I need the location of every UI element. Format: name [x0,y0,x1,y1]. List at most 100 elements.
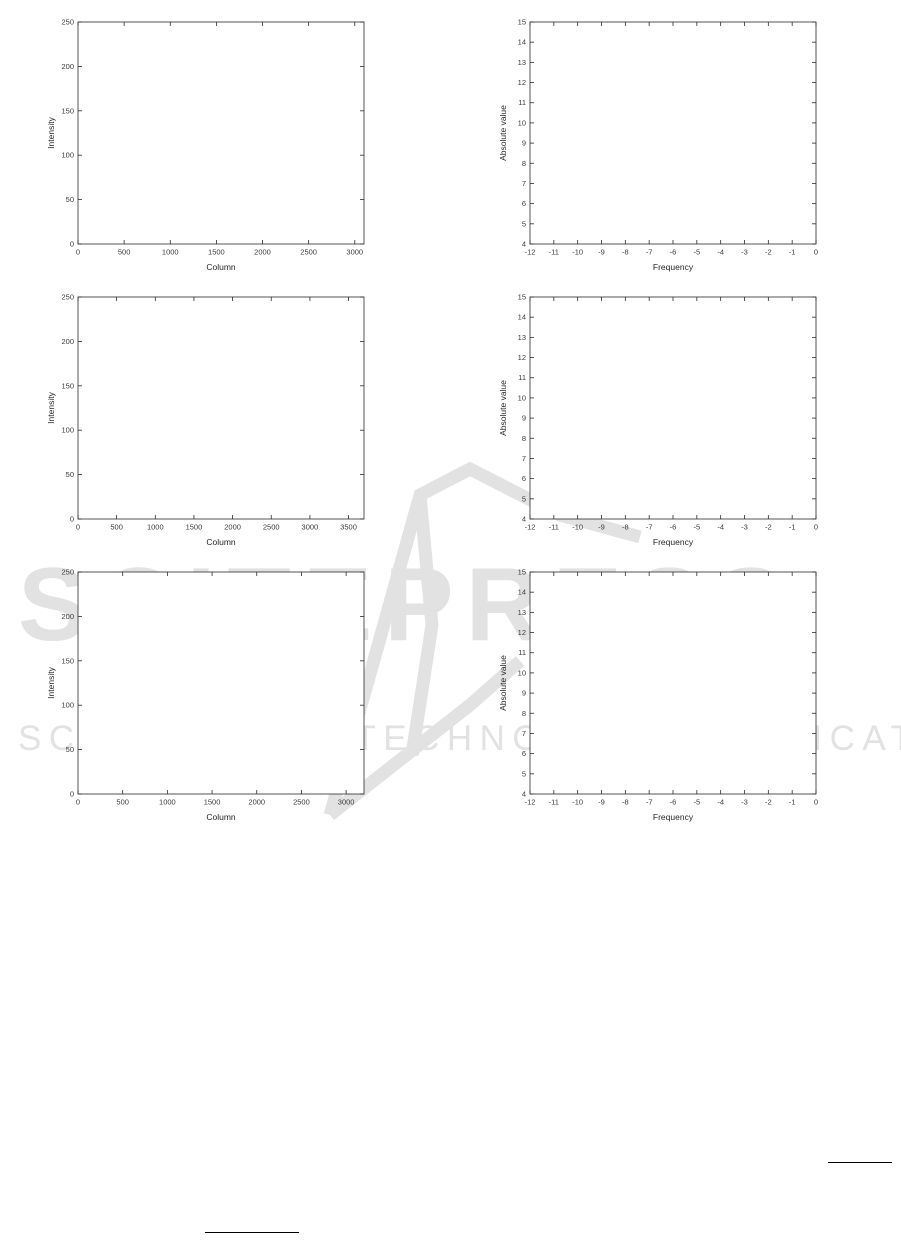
x-tick-label: -4 [717,798,724,807]
y-tick-label: 12 [518,353,526,362]
x-tick-label: -10 [572,798,583,807]
x-tick-label: 500 [118,248,131,257]
y-tick-label: 6 [522,474,526,483]
x-tick-label: -9 [598,248,605,257]
y-tick-label: 13 [518,58,526,67]
x-tick-label: -11 [549,523,559,532]
y-axis-label: Absolute value [498,380,508,436]
y-tick-label: 7 [522,179,526,188]
x-axis-label: Column [206,262,236,272]
x-tick-label: 1500 [204,798,221,807]
x-axis-label: Frequency [653,812,694,822]
x-tick-label: -10 [572,523,583,532]
axis-box [529,296,817,520]
y-tick-label: 11 [518,648,526,657]
y-tick-label: 200 [61,612,74,621]
y-tick-label: 8 [522,159,526,168]
x-tick-label: -12 [525,798,536,807]
y-tick-label: 13 [518,608,526,617]
x-tick-label: -6 [670,798,677,807]
y-tick-label: 6 [522,749,526,758]
chart-spectrum-1: 4 5 6 7 8 9 10 11 12 13 14 15 -12 -11 -10 -9 -8 -7 -6 -5 -4-… [496,14,842,288]
x-tick-label: -11 [549,798,559,807]
y-tick-label: 15 [518,292,526,301]
x-tick-label: 3000 [346,248,363,257]
x-tick-label: 3000 [302,523,319,532]
x-tick-label: -5 [693,248,700,257]
y-tick-label: 0 [70,514,74,523]
chart-intensity-3: 0 50 100 150 200 250 0 500 1000 1500 2000 2500 3000 C… [44,564,390,838]
axis-box [77,21,365,245]
x-tick-label: -5 [693,798,700,807]
x-tick-label: -2 [765,798,772,807]
x-tick-label: -5 [693,523,700,532]
x-tick-label: 0 [76,523,80,532]
y-tick-label: 250 [61,567,74,576]
axis-box [77,296,365,520]
x-tick-label: -12 [525,523,536,532]
axis-box [529,21,817,245]
y-tick-label: 11 [518,98,526,107]
y-axis-label: Intensity [46,666,56,698]
x-tick-label: -2 [765,523,772,532]
x-tick-label: -3 [741,523,748,532]
axis-box [529,571,817,795]
x-tick-label: 1000 [159,798,176,807]
bottom-right-rule [828,1162,892,1164]
x-axis-label: Column [206,812,236,822]
y-tick-label: 9 [522,689,526,698]
x-tick-label: -8 [622,798,629,807]
x-tick-label: 0 [814,248,818,257]
x-tick-label: 1500 [186,523,203,532]
x-tick-label: 3500 [340,523,357,532]
y-tick-label: 150 [61,656,74,665]
y-tick-label: 250 [61,17,74,26]
y-tick-label: 4 [522,239,526,248]
y-tick-label: 14 [518,313,526,322]
y-tick-label: 11 [518,373,526,382]
y-tick-label: 15 [518,567,526,576]
x-tick-label: -3 [741,248,748,257]
y-tick-label: 6 [522,199,526,208]
axis-box [77,571,365,795]
x-tick-label: -1 [789,248,796,257]
y-tick-label: 100 [61,426,74,435]
y-tick-label: 250 [61,292,74,301]
chart-spectrum-3: 4 5 6 7 8 9 10 11 12 13 14 15 -12 -11 -10 -9 -8 -7 -6 -5 -4-… [496,564,842,838]
x-tick-label: -7 [646,248,653,257]
x-tick-label: 0 [814,523,818,532]
x-tick-label: 2500 [300,248,317,257]
figure-panel-grid: 0 50 100 150 200 250 0 500 1000 1500 2000 2500 3000 C… [44,14,842,838]
x-tick-label: 0 [814,798,818,807]
y-tick-label: 8 [522,709,526,718]
x-tick-label: 2000 [254,248,271,257]
y-tick-label: 150 [61,381,74,390]
x-tick-label: 2500 [263,523,280,532]
y-tick-label: 10 [518,668,526,677]
y-tick-label: 0 [70,789,74,798]
x-tick-label: -3 [741,798,748,807]
x-tick-label: -4 [717,523,724,532]
x-tick-label: -7 [646,523,653,532]
chart-intensity-1: 0 50 100 150 200 250 0 500 1000 1500 2000 2500 3000 C… [44,14,390,288]
chart-intensity-2: 0 50 100 150 200 250 0 500 1000 1500 2000 2500 3000 3… [44,289,390,563]
x-tick-label: 1000 [147,523,164,532]
x-tick-label: -9 [598,798,605,807]
y-tick-label: 10 [518,393,526,402]
x-tick-label: -6 [670,248,677,257]
x-tick-label: 2000 [248,798,265,807]
y-tick-label: 15 [518,17,526,26]
y-axis-label: Intensity [46,116,56,148]
y-tick-label: 50 [66,745,74,754]
x-tick-label: -1 [789,523,796,532]
x-tick-label: 0 [76,248,80,257]
y-axis-label: Absolute value [498,105,508,161]
y-tick-label: 7 [522,454,526,463]
y-tick-label: 100 [61,151,74,160]
x-axis-label: Frequency [653,537,694,547]
